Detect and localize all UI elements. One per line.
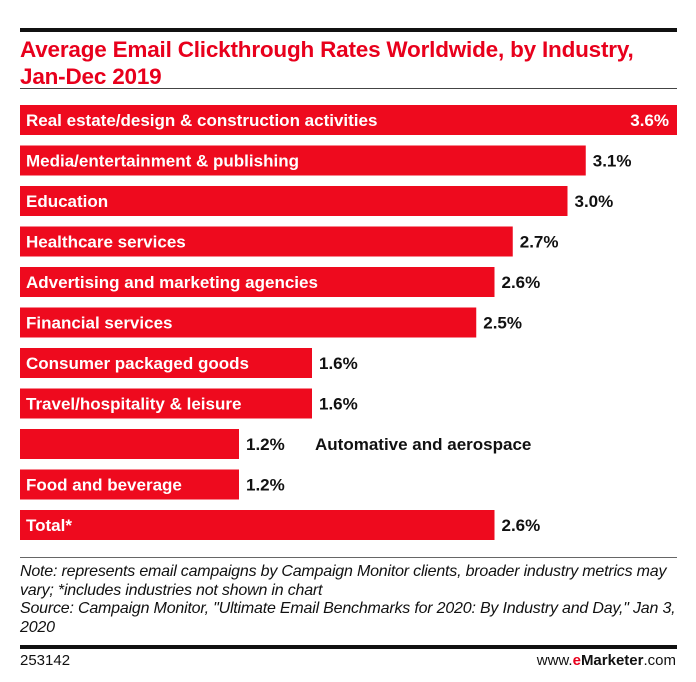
- bar: [20, 510, 495, 540]
- site-suffix: .com: [643, 652, 676, 669]
- category-label: Healthcare services: [26, 233, 186, 252]
- value-label: 3.0%: [575, 192, 614, 211]
- bar: [20, 267, 495, 297]
- bar-chart: 3.6% Real estate/design & construction ac…: [20, 105, 677, 540]
- value-label: 2.6%: [502, 516, 541, 535]
- category-label: Media/entertainment & publishing: [26, 152, 299, 171]
- bar: [20, 348, 312, 378]
- bottom-rule: [20, 645, 677, 649]
- bar: [20, 145, 586, 176]
- value-label: 2.6%: [502, 273, 541, 292]
- value-label: 1.2%: [246, 476, 285, 495]
- bar: [20, 469, 239, 500]
- value-label: 1.2%: [246, 435, 285, 454]
- source-text: Source: Campaign Monitor, "Ultimate Emai…: [20, 600, 676, 636]
- category-label: Advertising and marketing agencies: [26, 273, 318, 292]
- top-rule: [20, 28, 677, 32]
- value-label: 3.1%: [593, 152, 632, 171]
- note-block: Note: represents email campaigns by Camp…: [20, 563, 680, 637]
- category-label: Automative and aerospace: [315, 435, 531, 454]
- bar: [20, 186, 568, 216]
- category-label: Financial services: [26, 314, 172, 333]
- site-brand: Marketer: [580, 652, 644, 669]
- title-rule: [20, 88, 677, 89]
- value-label: 2.5%: [483, 314, 522, 333]
- note-text: Note: represents email campaigns by Camp…: [20, 563, 667, 599]
- site-e: e: [572, 652, 581, 669]
- category-label: Real estate/design & construction activi…: [26, 111, 377, 130]
- note-rule: [20, 557, 677, 558]
- value-label: 1.6%: [319, 354, 358, 373]
- bar: [20, 429, 239, 459]
- site-prefix: www.: [536, 652, 573, 669]
- value-label: 1.6%: [319, 395, 358, 414]
- category-label: Food and beverage: [26, 476, 182, 495]
- bar: [20, 307, 477, 338]
- bar: [20, 388, 312, 419]
- bar: [20, 105, 677, 135]
- category-label: Travel/hospitality & leisure: [26, 395, 241, 414]
- category-label: Consumer packaged goods: [26, 354, 249, 373]
- chart-id: 253142: [20, 652, 71, 669]
- value-label: 3.6%: [630, 111, 669, 130]
- bar: [20, 226, 513, 257]
- chart-title: Average Email Clickthrough Rates Worldwi…: [20, 37, 634, 89]
- emarketer-logo: www.eMarketer.com: [537, 652, 676, 669]
- category-label: Education: [26, 192, 108, 211]
- value-label: 2.7%: [520, 233, 559, 252]
- category-label: Total*: [26, 516, 72, 535]
